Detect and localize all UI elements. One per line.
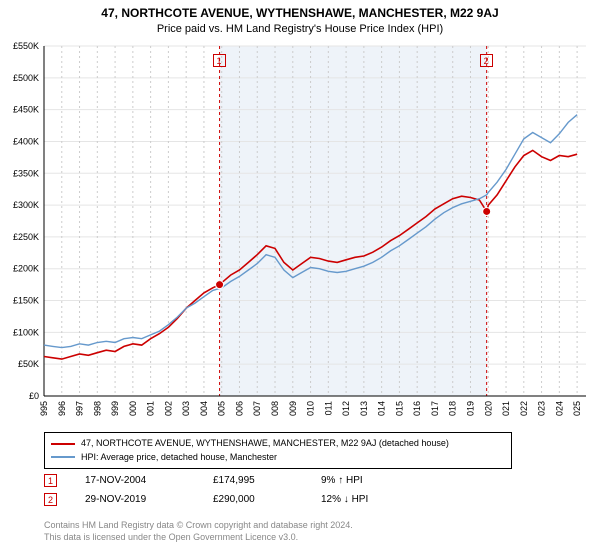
x-tick-label: 1999 <box>110 401 120 416</box>
transaction-price: £290,000 <box>213 494 293 505</box>
x-tick-label: 2021 <box>501 401 511 416</box>
x-tick-label: 2000 <box>128 401 138 416</box>
transaction-date: 29-NOV-2019 <box>85 494 185 505</box>
x-tick-label: 2011 <box>323 401 333 416</box>
x-tick-label: 2025 <box>572 401 582 416</box>
y-tick-label: £0 <box>29 391 39 401</box>
y-tick-label: £450K <box>13 105 39 115</box>
x-tick-label: 2016 <box>412 401 422 416</box>
x-tick-label: 2020 <box>483 401 493 416</box>
y-tick-label: £350K <box>13 168 39 178</box>
transactions-table: 1 17-NOV-2004 £174,995 9% ↑ HPI 2 29-NOV-2019… <box>44 474 368 512</box>
x-tick-label: 1997 <box>75 401 85 416</box>
x-tick-label: 2008 <box>270 401 280 416</box>
footnote: Contains HM Land Registry data © Crown c… <box>44 520 353 543</box>
transaction-date: 17-NOV-2004 <box>85 475 185 486</box>
y-tick-label: £500K <box>13 73 39 83</box>
shaded-region <box>220 46 487 396</box>
transaction-price: £174,995 <box>213 475 293 486</box>
legend-swatch-icon <box>51 443 75 445</box>
transaction-delta: 9% ↑ HPI <box>321 475 363 486</box>
footnote-line2: This data is licensed under the Open Gov… <box>44 532 353 544</box>
x-tick-label: 2004 <box>199 401 209 416</box>
legend-item: HPI: Average price, detached house, Manc… <box>51 451 505 465</box>
y-tick-label: £400K <box>13 136 39 146</box>
x-tick-label: 2018 <box>448 401 458 416</box>
y-tick-label: £550K <box>13 41 39 51</box>
x-tick-label: 2001 <box>146 401 156 416</box>
x-tick-label: 2017 <box>430 401 440 416</box>
marker-box: 1 <box>213 54 226 67</box>
x-tick-label: 1995 <box>39 401 49 416</box>
legend-label: HPI: Average price, detached house, Manc… <box>81 451 277 465</box>
y-tick-label: £250K <box>13 232 39 242</box>
x-tick-label: 2006 <box>234 401 244 416</box>
x-tick-label: 2022 <box>519 401 529 416</box>
transaction-point-icon <box>216 281 224 289</box>
legend-swatch-icon <box>51 456 75 458</box>
x-tick-label: 2003 <box>181 401 191 416</box>
x-tick-label: 1998 <box>92 401 102 416</box>
legend-label: 47, NORTHCOTE AVENUE, WYTHENSHAWE, MANCH… <box>81 437 449 451</box>
y-tick-label: £100K <box>13 327 39 337</box>
chart-container: 47, NORTHCOTE AVENUE, WYTHENSHAWE, MANCH… <box>0 0 600 560</box>
transaction-delta: 12% ↓ HPI <box>321 494 368 505</box>
x-tick-label: 2015 <box>394 401 404 416</box>
x-tick-label: 2013 <box>359 401 369 416</box>
transaction-point-icon <box>483 207 491 215</box>
x-tick-label: 2009 <box>288 401 298 416</box>
y-tick-label: £150K <box>13 296 39 306</box>
x-tick-label: 2005 <box>217 401 227 416</box>
marker-box: 2 <box>480 54 493 67</box>
x-tick-label: 2014 <box>377 401 387 416</box>
y-tick-label: £200K <box>13 264 39 274</box>
x-tick-label: 1996 <box>57 401 67 416</box>
footnote-line1: Contains HM Land Registry data © Crown c… <box>44 520 353 532</box>
transaction-marker-box: 1 <box>44 474 57 487</box>
x-tick-label: 2007 <box>252 401 262 416</box>
x-tick-label: 2023 <box>537 401 547 416</box>
x-tick-label: 2010 <box>306 401 316 416</box>
x-tick-label: 2019 <box>465 401 475 416</box>
y-tick-label: £50K <box>18 359 39 369</box>
transaction-row: 2 29-NOV-2019 £290,000 12% ↓ HPI <box>44 493 368 506</box>
transaction-marker-box: 2 <box>44 493 57 506</box>
y-tick-label: £300K <box>13 200 39 210</box>
x-tick-label: 2012 <box>341 401 351 416</box>
legend-box: 47, NORTHCOTE AVENUE, WYTHENSHAWE, MANCH… <box>44 432 512 469</box>
plot-area: £0 £50K £100K £150K £200K £250K £300K £350K £400… <box>0 0 600 466</box>
transaction-row: 1 17-NOV-2004 £174,995 9% ↑ HPI <box>44 474 368 487</box>
x-tick-label: 2002 <box>163 401 173 416</box>
legend-item: 47, NORTHCOTE AVENUE, WYTHENSHAWE, MANCH… <box>51 437 505 451</box>
x-tick-label: 2024 <box>554 401 564 416</box>
